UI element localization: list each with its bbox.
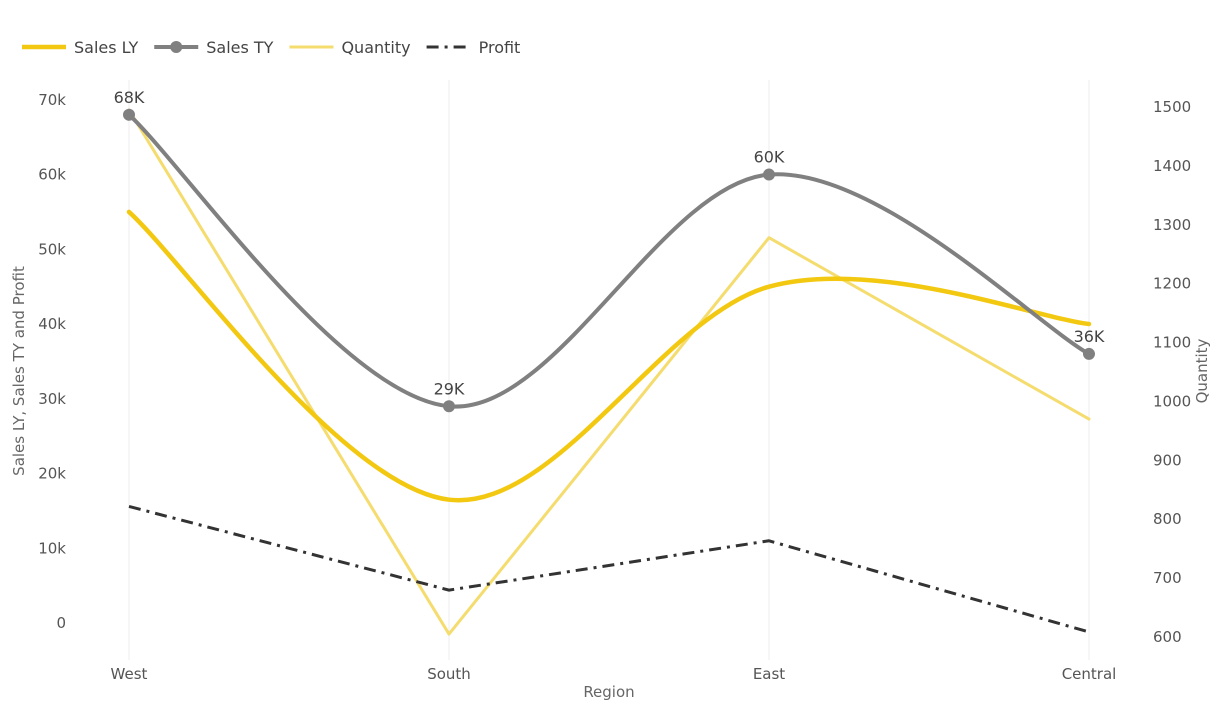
data-label-sales-ty: 29K (434, 379, 465, 398)
legend-item-sales-ly[interactable]: Sales LY (22, 38, 138, 57)
x-axis-title: Region (583, 683, 634, 701)
legend-item-sales-ty[interactable]: Sales TY (154, 38, 274, 57)
right-tick-label: 900 (1153, 451, 1182, 469)
right-tick-label: 1100 (1153, 334, 1191, 352)
legend-item-profit[interactable]: Profit (426, 38, 521, 57)
series-point-sales-ty (443, 400, 455, 413)
right-tick-label: 1200 (1153, 275, 1191, 293)
series-line-quantity (127, 108, 1091, 636)
data-labels: 68K 29K 60K 36K (114, 88, 1105, 398)
left-tick-label: 70k (38, 91, 66, 109)
left-tick-label: 0 (56, 614, 66, 632)
right-tick-label: 1300 (1153, 216, 1191, 234)
x-tick-label: East (753, 665, 785, 683)
y2-axis-title: Quantity (1193, 338, 1211, 403)
legend-label-sales-ty: Sales TY (206, 38, 273, 57)
right-axis-ticks: 600 700 800 900 1000 1100 1200 1300 1400 1500 (1153, 98, 1191, 646)
right-tick-label: 800 (1153, 510, 1182, 528)
y-axis-title: Sales LY, Sales TY and Profit (10, 266, 28, 476)
legend-label-sales-ly: Sales LY (74, 38, 138, 57)
series-layer (123, 108, 1095, 636)
legend: Sales LY Sales TY Quantity Profit (22, 38, 520, 57)
left-tick-label: 10k (38, 539, 66, 557)
gridlines (128, 80, 1090, 660)
legend-label-quantity: Quantity (341, 38, 410, 57)
left-tick-label: 20k (38, 465, 66, 483)
right-tick-label: 600 (1153, 628, 1182, 646)
legend-item-quantity[interactable]: Quantity (289, 38, 411, 57)
series-line-sales-ty (127, 112, 1091, 409)
legend-marker-sales-ty (170, 41, 183, 53)
x-tick-label: West (111, 665, 148, 683)
right-tick-label: 1000 (1153, 392, 1191, 410)
x-tick-label: South (427, 665, 471, 683)
series-line-profit (128, 504, 1090, 634)
right-tick-label: 700 (1153, 569, 1182, 587)
legend-label-profit: Profit (479, 38, 521, 57)
left-tick-label: 30k (38, 390, 66, 408)
data-label-sales-ty: 36K (1074, 327, 1105, 346)
left-tick-label: 40k (38, 315, 66, 333)
x-axis-ticks: West South East Central (111, 665, 1117, 683)
series-point-sales-ty (123, 108, 135, 121)
left-axis-ticks: 0 10k 20k 30k 40k 50k 60k 70k (38, 91, 66, 632)
x-tick-label: Central (1062, 665, 1117, 683)
left-tick-label: 50k (38, 240, 66, 258)
series-line-sales-ly (126, 209, 1092, 503)
data-label-sales-ty: 68K (114, 88, 145, 107)
left-tick-label: 60k (38, 166, 66, 184)
data-label-sales-ty: 60K (754, 148, 785, 167)
right-tick-label: 1500 (1153, 98, 1191, 116)
series-point-sales-ty (763, 168, 775, 181)
series-point-sales-ty (1083, 347, 1095, 360)
right-tick-label: 1400 (1153, 157, 1191, 175)
